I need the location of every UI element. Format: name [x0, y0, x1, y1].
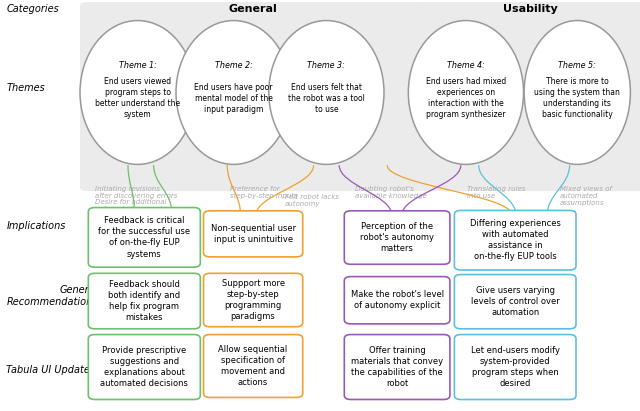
Text: Preference for
step-by-step inputs: Preference for step-by-step inputs: [230, 186, 298, 199]
Text: End users had mixed
experiences on
interaction with the
program synthesizer: End users had mixed experiences on inter…: [426, 77, 506, 119]
Text: Mixed views of
automated
assumptions: Mixed views of automated assumptions: [560, 186, 612, 206]
Text: End users felt that
the robot was a tool
to use: End users felt that the robot was a tool…: [288, 83, 365, 114]
Text: Differing experiences
with automated
assistance in
on-the-fly EUP tools: Differing experiences with automated ass…: [470, 219, 561, 261]
Text: General
Recommendations: General Recommendations: [6, 285, 98, 307]
Text: Categories: Categories: [6, 4, 59, 14]
Text: Themes: Themes: [6, 83, 45, 93]
Text: Theme 2:: Theme 2:: [214, 61, 253, 69]
Text: Doubting robot's
available knowledge: Doubting robot's available knowledge: [355, 186, 427, 199]
Text: Felt robot lacks
autonomy: Felt robot lacks autonomy: [285, 194, 339, 207]
FancyBboxPatch shape: [88, 273, 200, 329]
FancyBboxPatch shape: [204, 273, 303, 327]
FancyBboxPatch shape: [88, 208, 200, 267]
FancyBboxPatch shape: [344, 277, 450, 324]
Ellipse shape: [176, 21, 291, 164]
Text: Theme 1:: Theme 1:: [118, 61, 157, 69]
Text: Desire for additional
automated support: Desire for additional automated support: [95, 199, 166, 212]
Text: There is more to
using the system than
understanding its
basic functionality: There is more to using the system than u…: [534, 77, 620, 119]
Text: Tabula UI Updates: Tabula UI Updates: [6, 365, 95, 375]
Text: Let end-users modify
system-provided
program steps when
desired: Let end-users modify system-provided pro…: [470, 346, 560, 388]
FancyBboxPatch shape: [80, 2, 426, 191]
FancyBboxPatch shape: [454, 335, 576, 399]
Text: Feedback should
both identify and
help fix program
mistakes: Feedback should both identify and help f…: [108, 280, 180, 322]
Text: Suppport more
step-by-step
programming
paradigms: Suppport more step-by-step programming p…: [221, 279, 285, 321]
FancyBboxPatch shape: [344, 211, 450, 264]
Text: End users have poor
mental model of the
input paradigm: End users have poor mental model of the …: [195, 83, 273, 114]
FancyBboxPatch shape: [204, 211, 303, 257]
Text: Implications: Implications: [6, 221, 66, 231]
FancyBboxPatch shape: [454, 275, 576, 329]
Ellipse shape: [408, 21, 524, 164]
Text: Translating rules
into use: Translating rules into use: [467, 186, 525, 199]
Text: Allow sequential
specification of
movement and
actions: Allow sequential specification of moveme…: [218, 345, 288, 387]
Text: End users viewed
program steps to
better understand the
system: End users viewed program steps to better…: [95, 77, 180, 119]
FancyBboxPatch shape: [344, 335, 450, 399]
FancyBboxPatch shape: [454, 210, 576, 270]
Text: Usability: Usability: [502, 4, 557, 14]
FancyBboxPatch shape: [416, 2, 640, 191]
Text: Non-sequential user
input is unintuitive: Non-sequential user input is unintuitive: [211, 224, 296, 244]
Text: Initiating revisions
after discovering errors: Initiating revisions after discovering e…: [95, 186, 177, 199]
Text: Make the robot's level
of autonomy explicit: Make the robot's level of autonomy expli…: [351, 290, 444, 310]
Text: Theme 3:: Theme 3:: [307, 61, 346, 69]
FancyBboxPatch shape: [88, 335, 200, 399]
Ellipse shape: [269, 21, 384, 164]
Text: Theme 4:: Theme 4:: [447, 61, 485, 69]
Text: Feedback is critical
for the successful use
of on-the-fly EUP
systems: Feedback is critical for the successful …: [99, 216, 190, 259]
Text: Theme 5:: Theme 5:: [558, 61, 596, 69]
Text: Provide prescriptive
suggestions and
explanations about
automated decisions: Provide prescriptive suggestions and exp…: [100, 346, 188, 388]
Text: Perception of the
robot's autonomy
matters: Perception of the robot's autonomy matte…: [360, 222, 434, 253]
Text: Offer training
materials that convey
the capabilities of the
robot: Offer training materials that convey the…: [351, 346, 443, 388]
Text: Give users varying
levels of control over
automation: Give users varying levels of control ove…: [471, 286, 559, 317]
Text: General: General: [228, 4, 277, 14]
Ellipse shape: [80, 21, 195, 164]
FancyBboxPatch shape: [204, 335, 303, 397]
Ellipse shape: [524, 21, 630, 164]
